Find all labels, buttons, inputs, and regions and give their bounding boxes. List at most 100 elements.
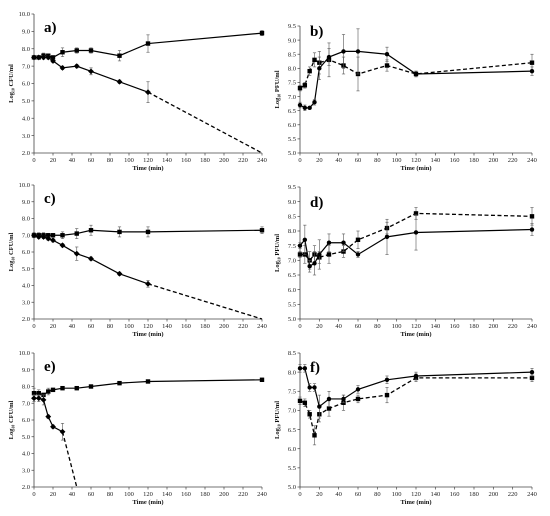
y-tick-label: 9.0 (22, 199, 30, 206)
y-tick-label: 8.0 (22, 46, 30, 53)
x-tick-label: 180 (200, 157, 210, 164)
series-1 (31, 30, 265, 62)
data-point-square (88, 48, 94, 53)
y-tick-label: 6.5 (288, 108, 296, 115)
series-line (147, 283, 263, 320)
data-point-square (50, 233, 56, 238)
y-tick-label: 9.0 (22, 367, 30, 374)
x-tick-label: 140 (430, 323, 440, 330)
y-tick-label: 3.0 (22, 133, 30, 140)
panel-3: 2.0 3.0 4.0 5.0 6.0 7.0 8.0 9.0 10.0 0 20 40 60 80 100… (8, 182, 267, 338)
data-point-circle (341, 49, 346, 54)
data-point-square (259, 377, 265, 382)
series-2 (297, 214, 535, 276)
y-axis-label: Log₁₀ CFU/ml (8, 400, 15, 439)
data-point-circle (307, 105, 312, 111)
x-tick-label: 100 (392, 491, 402, 498)
panel-label: e) (44, 359, 56, 375)
x-tick-label: 0 (298, 491, 301, 498)
x-tick-label: 20 (50, 157, 57, 164)
y-tick-label: 5.0 (22, 98, 30, 105)
series-3 (147, 283, 263, 320)
x-tick-label: 40 (335, 157, 342, 164)
data-point-square (312, 433, 317, 438)
x-tick-label: 200 (219, 323, 229, 330)
data-point-circle (312, 385, 317, 390)
series-2 (31, 394, 66, 441)
data-point-diamond (116, 270, 123, 277)
x-tick-label: 240 (257, 157, 267, 164)
x-tick-label: 60 (355, 323, 362, 330)
y-tick-label: 6.0 (288, 122, 296, 129)
data-point-square (88, 384, 94, 389)
series-line (299, 50, 533, 109)
x-tick-label: 20 (316, 491, 323, 498)
data-point-square (529, 214, 535, 219)
y-tick-label: 8.5 (288, 51, 296, 58)
y-tick-label: 4.0 (22, 451, 30, 458)
data-point-square (60, 233, 65, 238)
x-tick-label: 120 (143, 491, 153, 498)
data-point-circle (302, 366, 308, 371)
data-point-square (145, 41, 151, 46)
x-tick-label: 220 (508, 157, 518, 164)
data-point-diamond (45, 235, 52, 242)
data-point-square (117, 229, 122, 235)
data-point-circle (413, 71, 419, 77)
x-axis-label: Time (min) (132, 165, 163, 172)
data-point-circle (384, 377, 390, 382)
y-tick-label: 8.0 (288, 369, 296, 376)
data-point-square (60, 385, 65, 391)
data-point-square (297, 398, 303, 404)
x-tick-label: 200 (488, 323, 498, 330)
data-point-diamond (35, 54, 42, 61)
x-axis-label: Time (min) (400, 331, 431, 338)
x-tick-label: 240 (257, 491, 267, 498)
data-point-square (384, 392, 390, 398)
y-tick-label: 2.0 (22, 484, 30, 491)
x-tick-label: 200 (488, 157, 498, 164)
x-tick-label: 60 (88, 323, 95, 330)
data-point-square (46, 233, 51, 238)
y-tick-label: 8.0 (288, 228, 296, 235)
x-tick-label: 0 (32, 157, 35, 164)
y-tick-label: 9.5 (288, 184, 296, 191)
x-tick-label: 100 (124, 157, 134, 164)
y-tick-label: 7.0 (288, 94, 296, 101)
data-point-diamond (73, 250, 80, 257)
data-point-circle (355, 252, 361, 257)
y-tick-label: 6.0 (288, 287, 296, 294)
x-tick-label: 100 (124, 491, 134, 498)
data-point-circle (297, 366, 303, 371)
y-tick-label: 9.5 (288, 23, 296, 30)
x-tick-label: 120 (411, 157, 421, 164)
y-tick-label: 5.0 (288, 150, 296, 157)
x-tick-label: 180 (469, 323, 479, 330)
x-tick-label: 220 (238, 323, 248, 330)
x-tick-label: 0 (32, 491, 35, 498)
panel-label: a) (44, 20, 57, 36)
data-point-diamond (40, 234, 47, 240)
data-point-diamond (35, 234, 42, 240)
y-tick-label: 7.5 (288, 243, 296, 250)
panel-label: b) (310, 24, 323, 40)
data-point-square (117, 53, 122, 58)
data-point-square (307, 68, 312, 74)
x-tick-label: 200 (219, 157, 229, 164)
data-point-diamond (88, 68, 94, 75)
y-tick-label: 3.0 (22, 299, 30, 306)
y-tick-label: 5.0 (288, 484, 296, 491)
y-tick-label: 8.5 (288, 214, 296, 221)
data-point-square (297, 252, 303, 257)
data-point-square (145, 229, 151, 235)
x-tick-label: 220 (508, 491, 518, 498)
data-point-diamond (45, 413, 52, 420)
panel-4: 5.0 5.5 6.0 6.5 7.0 7.5 8.0 8.5 9.0 9.5 0 20 40 60 80 1… (274, 184, 537, 338)
data-point-diamond (40, 54, 47, 61)
panel-5: 2.0 3.0 4.0 5.0 6.0 7.0 8.0 9.0 10.0 0 20 40 60 80 100… (8, 350, 267, 506)
data-point-square (529, 375, 535, 381)
data-point-diamond (50, 58, 56, 64)
x-tick-label: 240 (527, 491, 537, 498)
x-tick-label: 160 (181, 323, 191, 330)
x-tick-label: 180 (200, 491, 210, 498)
